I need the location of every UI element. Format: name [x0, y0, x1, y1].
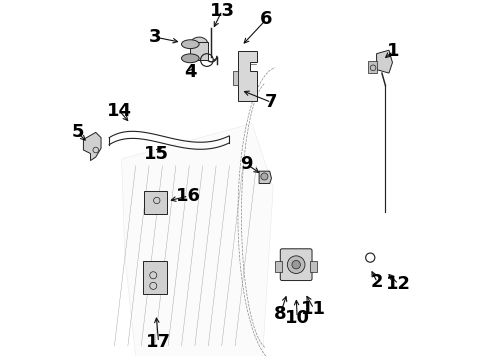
Text: 5: 5: [71, 123, 84, 141]
Text: 17: 17: [146, 333, 171, 351]
Polygon shape: [144, 261, 167, 294]
Polygon shape: [368, 61, 377, 73]
Ellipse shape: [181, 40, 199, 49]
Text: 12: 12: [386, 275, 411, 293]
Polygon shape: [190, 42, 208, 60]
Text: 15: 15: [144, 144, 169, 163]
Polygon shape: [233, 71, 238, 85]
FancyBboxPatch shape: [280, 249, 312, 280]
Text: 9: 9: [241, 155, 253, 173]
Text: 2: 2: [371, 273, 384, 291]
Text: 7: 7: [265, 93, 278, 111]
Polygon shape: [238, 51, 257, 100]
Text: 16: 16: [176, 187, 201, 205]
Text: 1: 1: [387, 42, 399, 60]
Ellipse shape: [190, 37, 208, 51]
Polygon shape: [259, 171, 271, 184]
Polygon shape: [83, 132, 101, 161]
Circle shape: [287, 256, 305, 274]
Polygon shape: [275, 261, 282, 272]
Text: 13: 13: [210, 2, 235, 20]
Polygon shape: [310, 261, 318, 272]
Circle shape: [261, 173, 268, 180]
Text: 3: 3: [149, 28, 161, 46]
Text: 6: 6: [260, 10, 272, 28]
Text: 4: 4: [184, 63, 196, 81]
Polygon shape: [377, 50, 392, 73]
Text: 14: 14: [107, 102, 132, 120]
Circle shape: [292, 260, 300, 269]
Text: 8: 8: [274, 305, 287, 323]
Text: 11: 11: [301, 300, 326, 318]
Ellipse shape: [181, 54, 199, 63]
Polygon shape: [145, 190, 168, 214]
Polygon shape: [122, 123, 273, 356]
Text: 10: 10: [285, 309, 310, 327]
